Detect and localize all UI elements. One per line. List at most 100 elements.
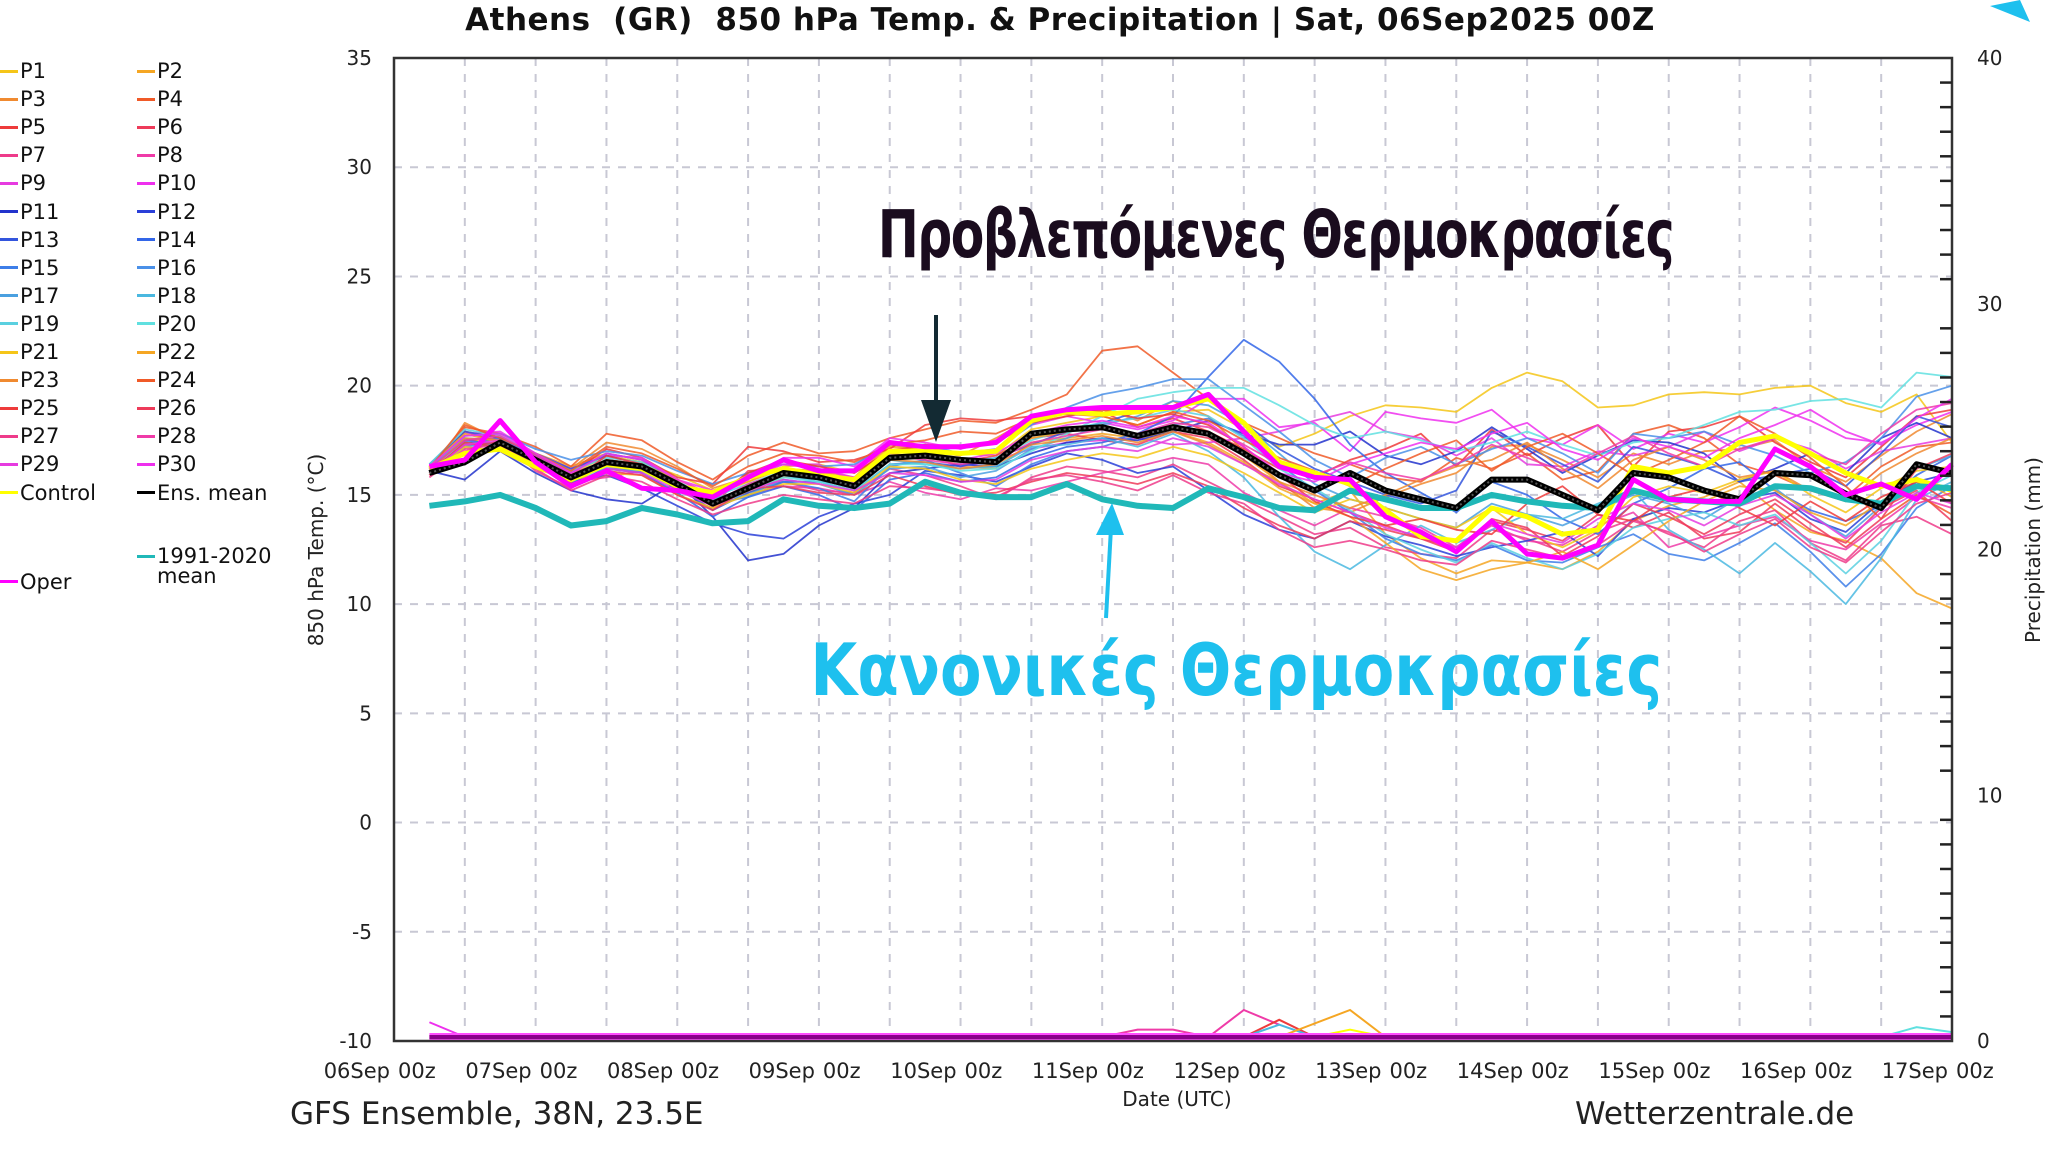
- model-info: GFS Ensemble, 38N, 23.5E: [290, 1096, 704, 1132]
- legend-item: P4: [137, 86, 183, 112]
- legend-swatch: [0, 580, 18, 584]
- legend-swatch: [137, 181, 155, 185]
- legend-swatch: [0, 434, 18, 438]
- legend-item: P19: [0, 311, 59, 337]
- x-axis: 06Sep 00z 07Sep 00z 08Sep 00z 09Sep 00z 10Sep 00z…: [324, 1059, 1994, 1083]
- legend-label: P29: [20, 452, 60, 477]
- legend-label: P10: [157, 171, 197, 196]
- annotation-arrows: [921, 0, 2030, 619]
- chart-title: Athens (GR) 850 hPa Temp. & Precipitatio…: [465, 2, 1655, 38]
- legend-label: P17: [20, 283, 60, 308]
- x-tick-label-date: 13Sep: [1315, 1059, 1381, 1083]
- x-tick-label-date: 11Sep: [1032, 1059, 1098, 1083]
- legend-swatch: [137, 266, 155, 270]
- y-tick-label-left: -5: [352, 920, 372, 944]
- legend-item: P14: [137, 227, 196, 253]
- legend-item: P22: [137, 339, 196, 365]
- y-tick-label-right: 10: [1977, 783, 2002, 807]
- legend-swatch: [137, 350, 155, 354]
- normal-arrow-shaft: [1104, 527, 1113, 619]
- legend-swatch: [137, 406, 155, 410]
- legend-item: P25: [0, 395, 59, 421]
- legend-item: P5: [0, 114, 46, 140]
- corner-arrow-head: [1990, 0, 2030, 22]
- legend-swatch: [0, 462, 18, 466]
- legend-swatch: [0, 210, 18, 213]
- legend-item: P24: [137, 367, 196, 393]
- y-tick-label-right: 0: [1977, 1029, 1990, 1053]
- legend-swatch: [137, 210, 155, 213]
- x-tick-label-hour: 00z: [398, 1059, 436, 1083]
- legend-item: P12: [137, 199, 196, 225]
- legend-label: P19: [20, 311, 60, 336]
- y-tick-label-left: 10: [347, 592, 372, 616]
- legend-swatch: [137, 462, 155, 466]
- legend-item: Control: [0, 480, 96, 506]
- legend-label: P12: [157, 199, 197, 224]
- legend-label: P6: [157, 115, 184, 140]
- legend-swatch: [0, 181, 18, 185]
- y-tick-label-left: 20: [347, 374, 372, 398]
- legend-label: P24: [157, 368, 197, 393]
- legend-swatch: [0, 125, 18, 129]
- series-line-p12: [428, 441, 1953, 557]
- legend-swatch: [0, 153, 18, 157]
- legend-item: P8: [137, 142, 183, 168]
- y-tick-label-left: -10: [339, 1029, 372, 1053]
- legend-swatch: [0, 294, 18, 298]
- legend-swatch: [0, 238, 18, 242]
- legend-label: P9: [20, 171, 47, 196]
- legend-label: P16: [157, 255, 197, 280]
- legend-label: P22: [157, 340, 197, 364]
- y-tick-label-left: 25: [347, 264, 372, 288]
- series-line-oper: [428, 391, 1954, 561]
- legend-swatch: [137, 294, 155, 298]
- legend-label: P27: [20, 424, 60, 449]
- series-line-p24: [428, 410, 1953, 520]
- legend-label: P2: [157, 59, 184, 83]
- grid-lines: [394, 58, 1952, 1041]
- legend-item: P29: [0, 451, 59, 477]
- legend-swatch: [137, 238, 155, 242]
- series-line-p3: [428, 400, 1953, 514]
- y-axis-left: 35 30 25 20 15 10 5 0 -5 -10: [339, 46, 372, 1053]
- legend-swatch: [0, 69, 18, 73]
- legend-item: P17: [0, 283, 59, 309]
- legend-item: P7: [0, 142, 46, 168]
- legend-label: P4: [157, 87, 184, 112]
- y-tick-label-right: 30: [1977, 292, 2002, 316]
- legend-item: Oper: [0, 569, 71, 595]
- legend-label: P13: [20, 227, 60, 252]
- legend-item: P11: [0, 199, 59, 225]
- legend-swatch: [0, 350, 18, 354]
- legend-label: Ens. mean: [157, 480, 268, 505]
- legend-label: P25: [20, 396, 60, 421]
- legend-item: P2: [137, 58, 183, 84]
- legend-label: P30: [157, 452, 197, 477]
- series-line-p16: [428, 378, 1953, 485]
- y-tick-label-right: 40: [1977, 46, 2002, 70]
- series-line-p27: [428, 443, 1953, 566]
- x-tick-label-date: 15Sep: [1598, 1059, 1664, 1083]
- x-tick-label-date: 07Sep: [465, 1059, 531, 1083]
- series-line-p4: [428, 345, 1953, 499]
- legend-label: 1991-2020 mean: [157, 543, 272, 588]
- legend-swatch: [137, 153, 155, 157]
- legend-swatch: [0, 406, 18, 410]
- y-tick-label-left: 15: [347, 483, 372, 507]
- legend-swatch: [137, 434, 155, 438]
- legend-swatch: [137, 491, 155, 494]
- y-tick-label-left: 5: [359, 701, 372, 725]
- x-tick-label-hour: 00z: [1673, 1059, 1711, 1083]
- x-tick-label-date: 12Sep: [1174, 1059, 1240, 1083]
- x-tick-label-hour: 00z: [681, 1059, 719, 1083]
- legend-item: P9: [0, 170, 46, 196]
- y-tick-label-right: 20: [1977, 538, 2002, 562]
- legend-label: P20: [157, 311, 197, 336]
- temperature-series: [428, 338, 1954, 610]
- legend-label: P3: [20, 87, 47, 112]
- legend-swatch: [0, 378, 18, 382]
- y-axis-right: 40 30 20 10 0: [1940, 46, 2002, 1053]
- legend-swatch: [137, 322, 155, 326]
- x-tick-label-hour: 00z: [1106, 1059, 1144, 1083]
